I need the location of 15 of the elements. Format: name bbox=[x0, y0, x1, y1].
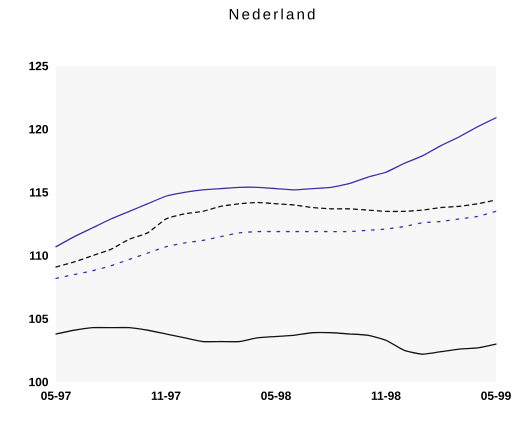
line-series bbox=[55, 326, 497, 355]
y-tick-label: 125 bbox=[29, 62, 48, 70]
line-series bbox=[55, 117, 497, 248]
x-tick-label: 05-99 bbox=[481, 392, 511, 400]
y-tick-label: 110 bbox=[30, 251, 48, 260]
x-tick-label: 11-98 bbox=[372, 392, 401, 400]
x-tick-label: 11-97 bbox=[152, 392, 180, 400]
y-tick-label: 120 bbox=[29, 124, 48, 134]
x-tick-label: 05-98 bbox=[261, 392, 291, 400]
x-tick-label: 05-97 bbox=[41, 392, 71, 400]
y-tick-label: 100 bbox=[29, 378, 48, 386]
y-tick-label: 115 bbox=[30, 188, 48, 197]
y-tick-label: 105 bbox=[29, 314, 48, 324]
line-series bbox=[55, 210, 497, 279]
chart-title: Nederland bbox=[230, 8, 314, 20]
